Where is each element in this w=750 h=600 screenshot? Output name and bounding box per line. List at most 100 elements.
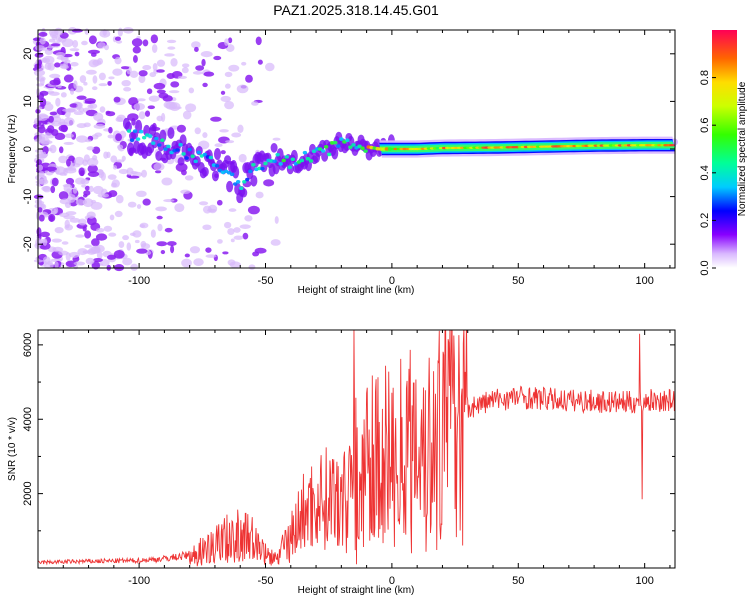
spectrogram-cell [76,123,87,129]
spectrogram-cell [130,263,139,271]
spectrogram-cell [114,56,122,65]
spectrogram-ridge-cell [351,143,356,147]
spectrogram-cell [91,238,100,247]
spectrogram-cell [142,65,152,71]
spectrogram-ridge-cell [311,149,317,153]
spectrogram-cell [188,87,195,94]
spectrogram-cell [219,129,229,133]
spectrogram-cell [143,124,151,137]
spectrogram-cell [146,88,153,95]
spectrogram-ridge-cell [251,162,256,167]
spectrogram-cell [81,40,88,46]
spectrogram-cell [157,223,163,232]
spectrogram-ridge-cell [135,137,141,141]
spectrogram-cell [90,201,103,210]
spectrogram-ridge-cell [138,129,144,134]
spectrogram-cell [120,66,130,70]
spectrogram-cell [185,103,197,113]
spectrogram-cell [162,95,173,102]
spectrogram-cell [74,156,85,166]
spectrogram-cell [36,106,43,110]
spectrogram-cell [201,166,209,177]
spectrogram-cell [248,264,256,270]
spectrogram-ridge-cell [175,148,180,152]
spectrogram-cell [94,132,103,137]
spectrogram-cell [155,150,163,162]
spectrogram-cell [65,177,75,185]
spectrogram-cell [127,142,135,156]
spectrogram-cell [211,170,219,182]
spectrogram-cell [36,159,42,165]
snr-ylabel: SNR (10 * v/v) [7,417,18,481]
spectrogram-cell [138,70,148,77]
spectrogram-cell [224,38,229,46]
spectrogram-cell [63,117,75,127]
spectrogram-cell [88,35,97,45]
spectrogram-cell [131,130,139,140]
spectrogram-cell [222,251,229,255]
spectrogram-cell [83,193,88,198]
spectrogram-cell [227,228,235,235]
spectrogram-ridge-cell [239,186,244,190]
spectrogram-ridge-cell [327,152,332,157]
spectrogram-cell [202,82,208,88]
spectrogram-cell [68,251,81,258]
spectrogram-cell [88,59,100,68]
spectrogram-cell [82,226,87,232]
spectrogram-cell [108,232,117,237]
spectrogram-cell [129,70,139,78]
snr-xtick-label: -50 [258,575,274,587]
spectrogram-ridge-cell [387,147,393,151]
spectrogram-cell [43,262,54,269]
snr-panel: -100 -50 0 50 100 2000 4000 6000 Height of stra… [7,329,676,596]
spectrogram-cell [33,259,44,263]
spectrogram-cell [213,147,221,161]
spectrogram-cell [63,141,74,145]
spectrogram-cell [244,215,253,222]
spectrogram-ridge-cell [208,155,214,160]
spectrogram-cell [54,226,64,234]
spectrogram-ridge-cell [132,129,138,133]
spectrogram-cell [35,238,43,247]
spectrogram-cell [88,246,101,254]
spectrogram-ridge-cell [236,180,241,184]
spectrogram-ylabel: Frequency (Hz) [7,115,18,184]
snr-xtick-label: 0 [389,575,395,587]
spectrogram-cell [99,29,111,38]
spectrogram-ridge-cell [302,150,308,155]
spectrogram-cell [98,72,106,81]
spectrogram-cell [85,69,97,75]
spectrogram-cell [38,214,45,222]
spectrogram-ridge-cell [190,154,195,158]
spectrogram-cell [44,62,52,70]
spectrogram-ridge-cell [196,150,201,155]
spectrogram-cell [138,74,146,84]
spectrogram-cell [49,144,57,154]
snr-xtick-label: 100 [635,575,653,587]
spectrogram-cell [265,62,275,72]
spectrogram-ridge-cell [141,135,147,140]
spectrogram-ridge-cell [232,182,238,186]
spectrogram-cell [263,179,275,187]
spectrogram-ytick-label: -20 [22,236,34,252]
spectrogram-cell [115,194,124,204]
spectrogram-cell [108,76,115,80]
spectrogram-cell [233,227,241,233]
spectrogram-ridge-cell [284,155,289,159]
colorbar-tick-label: 0.6 [699,118,711,133]
spectrogram-cell [33,69,46,77]
spectrogram-cell [153,162,165,171]
spectrogram-xlabel: Height of straight line (km) [298,285,415,296]
spectrogram-ridge-cell [278,162,283,166]
spectrogram-cell [73,111,84,116]
spectrogram-cell [242,232,249,240]
snr-series-line [38,330,675,567]
spectrogram-cell [166,73,175,80]
spectrogram-cell [136,204,142,209]
spectrogram-cell [161,177,173,186]
spectrogram-cell [250,175,258,187]
colorbar-tick-label: 0.8 [699,70,711,85]
spectrogram-cell [122,235,130,241]
